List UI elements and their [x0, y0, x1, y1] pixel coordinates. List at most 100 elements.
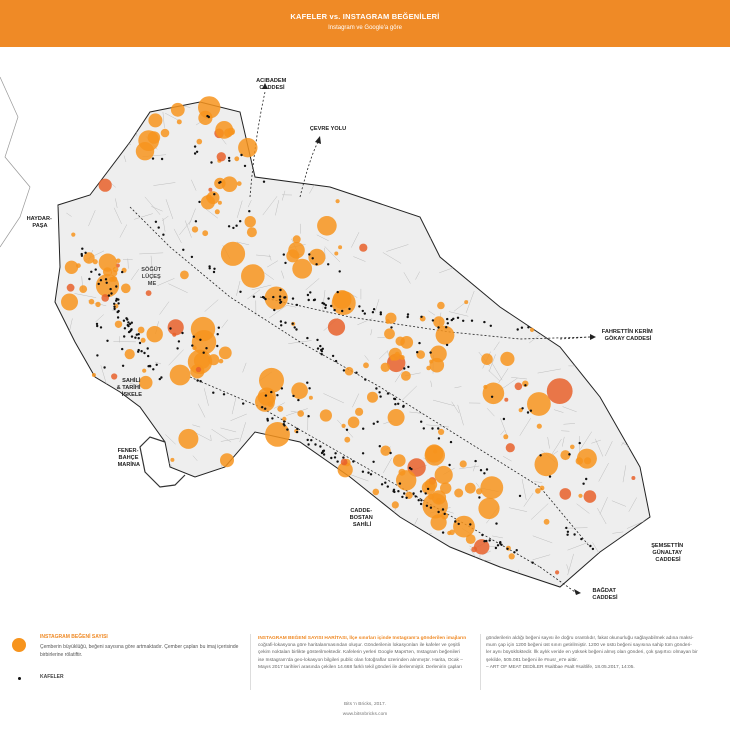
cafe-dot — [566, 530, 570, 533]
instagram-bubble — [529, 327, 535, 332]
instagram-bubble — [140, 337, 146, 343]
instagram-bubble — [359, 243, 368, 252]
instagram-bubble — [341, 423, 346, 428]
cafe-dot — [412, 492, 415, 495]
street-segment — [396, 113, 414, 120]
cafe-dot — [334, 359, 338, 363]
instagram-bubble — [425, 478, 438, 491]
cafe-dot — [296, 427, 299, 431]
street-segment — [409, 411, 423, 414]
street-segment — [488, 354, 496, 372]
street-segment — [55, 380, 70, 395]
street-segment — [558, 262, 570, 269]
cafe-dot — [194, 220, 198, 223]
cafe-dot — [222, 393, 226, 396]
instagram-bubble — [503, 434, 509, 440]
cafe-dot — [115, 297, 118, 301]
street-segment — [188, 208, 196, 225]
street-segment — [566, 564, 570, 573]
cafe-dot — [127, 330, 131, 334]
street-segment — [159, 301, 170, 315]
street-segment — [511, 377, 528, 380]
cafe-dot — [403, 367, 406, 370]
street-segment — [541, 315, 561, 318]
street-segment — [148, 508, 170, 513]
street-segment — [191, 179, 197, 191]
street-segment — [101, 516, 110, 526]
street-segment — [281, 270, 285, 279]
cafe-dot — [271, 417, 274, 420]
cafe-dot — [321, 301, 324, 305]
cafe-dot — [386, 392, 390, 395]
street-segment — [502, 235, 522, 250]
street-segment — [474, 238, 478, 251]
cafe-dot — [429, 351, 432, 354]
instagram-bubble — [441, 512, 449, 520]
cafe-dot — [548, 475, 552, 478]
street-segment — [645, 429, 649, 445]
cafe-dot — [191, 344, 194, 347]
street-segment — [296, 142, 314, 159]
instagram-bubble — [138, 130, 160, 151]
cafe-dot — [308, 387, 311, 390]
instagram-bubble — [110, 269, 118, 277]
cafe-dot — [208, 267, 211, 270]
street-segment — [583, 154, 598, 174]
street-segment — [415, 271, 420, 280]
instagram-bubble — [355, 407, 364, 416]
instagram-bubble — [437, 301, 445, 310]
street-segment — [375, 506, 379, 517]
instagram-bubble — [347, 416, 360, 429]
street-segment — [192, 455, 198, 461]
cafe-dot — [445, 326, 448, 329]
street-segment — [239, 422, 246, 443]
cafe-dot — [95, 322, 99, 326]
instagram-bubble — [387, 409, 405, 426]
cafe-dot — [280, 324, 283, 327]
cafe-dot — [202, 351, 205, 354]
instagram-bubble — [178, 428, 199, 449]
street-segment — [465, 144, 478, 149]
street-segment — [322, 290, 326, 310]
cafe-dot — [126, 323, 129, 327]
instagram-bubble — [471, 546, 478, 553]
description-line: ise Instagram'da geo-lokasyon bilgileri … — [258, 657, 463, 663]
instagram-bubble — [202, 230, 209, 237]
street-segment — [262, 196, 278, 216]
cafe-dot — [496, 544, 500, 547]
road-cevre-yolu — [129, 206, 591, 548]
street-segment — [168, 349, 184, 366]
instagram-bubble — [344, 436, 351, 443]
street-segment — [449, 147, 458, 154]
street-segment — [105, 405, 112, 411]
street-segment — [90, 518, 98, 528]
instagram-bubble — [482, 382, 505, 405]
cafe-dot — [162, 233, 165, 236]
street-segment — [284, 550, 290, 555]
cafe-dot — [115, 285, 118, 288]
street-segment — [578, 362, 594, 371]
cafe-dot — [502, 417, 506, 421]
cafe-dot — [151, 157, 155, 160]
map-canvas[interactable]: ACIBADEM CADDESİ ÇEVRE YOLU HAYDAR- PAŞA… — [0, 47, 730, 630]
cafe-dot — [499, 541, 502, 545]
cafe-dot — [580, 537, 583, 541]
cafe-dot — [420, 499, 423, 502]
street-segment — [612, 531, 624, 534]
street-segment — [528, 189, 543, 192]
cafe-dot — [105, 281, 108, 284]
cafe-dot — [513, 551, 516, 554]
description-column-2: gönderilerin aldığı beğeni sayısı ile do… — [486, 635, 718, 671]
street-segment — [296, 175, 316, 183]
cafe-dot — [470, 319, 474, 322]
cafe-dot — [418, 341, 421, 345]
street-segment — [144, 196, 161, 215]
street-segment — [567, 553, 574, 576]
street-segment — [127, 258, 129, 269]
instagram-bubble — [546, 378, 573, 404]
website-link[interactable]: www.bitsnbricks.com — [342, 712, 388, 717]
label-acibadem: ACIBADEM CADDESİ — [256, 78, 288, 91]
street-segment — [221, 319, 229, 328]
cafe-dot — [389, 451, 392, 455]
street-segment — [351, 232, 360, 248]
